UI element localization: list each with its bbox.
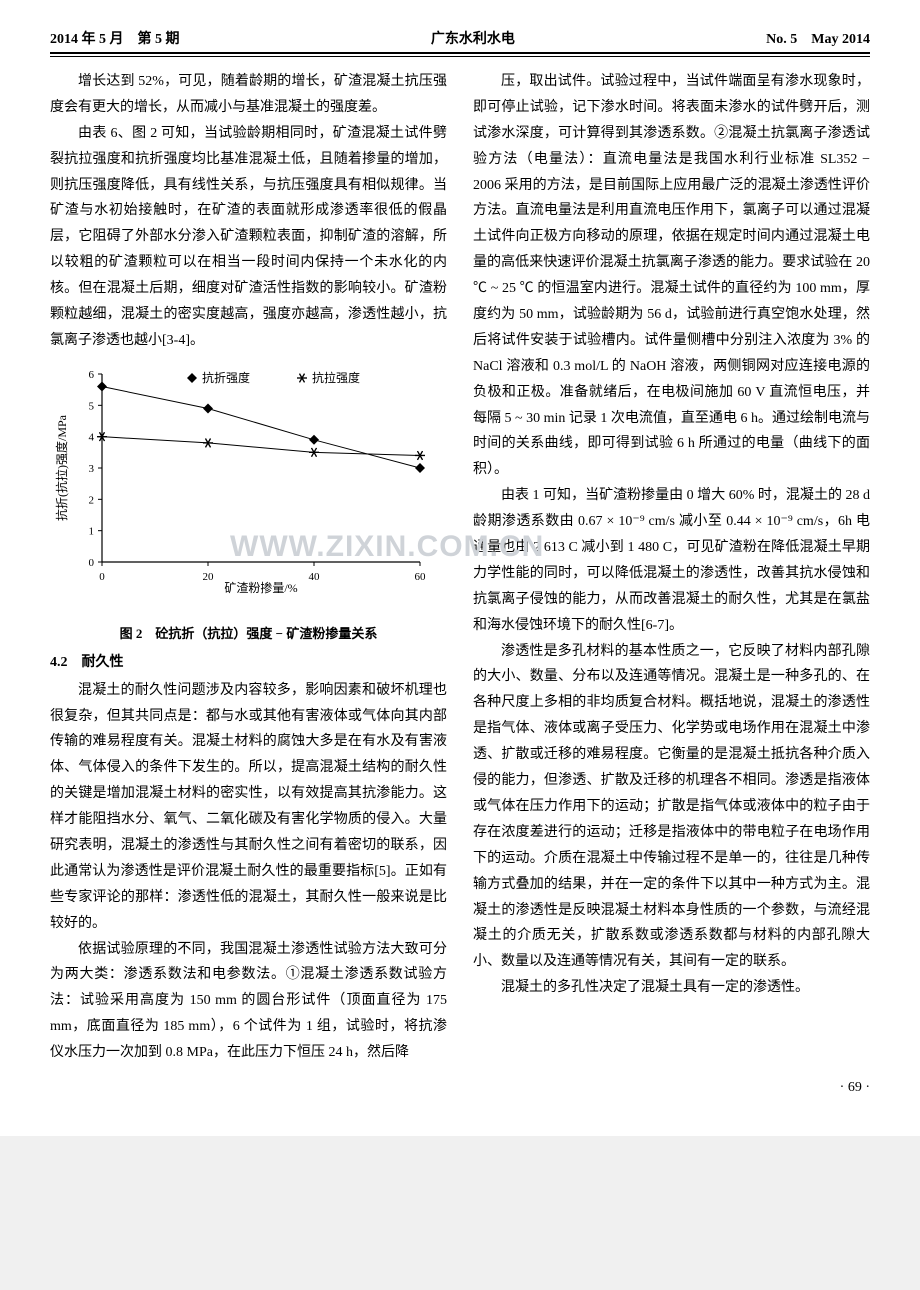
- svg-text:40: 40: [309, 571, 321, 583]
- para-8: 混凝土的多孔性决定了混凝土具有一定的渗透性。: [473, 975, 870, 1001]
- section-4-2-head: 4.2 耐久性: [50, 650, 447, 676]
- para-4: 依据试验原理的不同，我国混凝土渗透性试验方法大致可分为两大类：渗透系数法和电参数…: [50, 937, 447, 1066]
- para-7: 渗透性是多孔材料的基本性质之一，它反映了材料内部孔隙的大小、数量、分布以及连通等…: [473, 639, 870, 976]
- svg-text:抗折强度: 抗折强度: [202, 370, 250, 385]
- running-head: 2014 年 5 月 第 5 期 广东水利水电 No. 5 May 2014: [50, 28, 870, 54]
- para-5: 压，取出试件。试验过程中，当试件端面呈有渗水现象时，即可停止试验，记下渗水时间。…: [473, 69, 870, 483]
- svg-text:3: 3: [89, 463, 95, 475]
- head-right: No. 5 May 2014: [766, 28, 870, 48]
- figure-2: 01234560204060矿渣粉掺量/%抗折(抗拉)强度/MPa抗折强度抗拉强…: [50, 360, 447, 646]
- svg-text:20: 20: [203, 571, 215, 583]
- left-column: 增长达到 52%，可见，随着龄期的增长，矿渣混凝土抗压强度会有更大的增长，从而减…: [50, 69, 447, 1066]
- figure-2-svg: 01234560204060矿渣粉掺量/%抗折(抗拉)强度/MPa抗折强度抗拉强…: [50, 360, 430, 610]
- head-center: 广东水利水电: [431, 28, 515, 48]
- head-left: 2014 年 5 月 第 5 期: [50, 28, 180, 48]
- para-6: 由表 1 可知，当矿渣粉掺量由 0 增大 60% 时，混凝土的 28 d 龄期渗…: [473, 483, 870, 638]
- two-column-body: 增长达到 52%，可见，随着龄期的增长，矿渣混凝土抗压强度会有更大的增长，从而减…: [50, 69, 870, 1066]
- svg-text:2: 2: [89, 494, 95, 506]
- para-3: 混凝土的耐久性问题涉及内容较多，影响因素和破坏机理也很复杂，但其共同点是：都与水…: [50, 678, 447, 937]
- para-2: 由表 6、图 2 可知，当试验龄期相同时，矿渣混凝土试件劈裂抗拉强度和抗折强度均…: [50, 121, 447, 354]
- page-number: · 69 ·: [50, 1080, 870, 1096]
- svg-text:0: 0: [99, 571, 105, 583]
- svg-text:抗拉强度: 抗拉强度: [312, 370, 360, 385]
- para-1: 增长达到 52%，可见，随着龄期的增长，矿渣混凝土抗压强度会有更大的增长，从而减…: [50, 69, 447, 121]
- svg-text:5: 5: [89, 400, 95, 412]
- page-root: 2014 年 5 月 第 5 期 广东水利水电 No. 5 May 2014 W…: [0, 0, 920, 1136]
- svg-text:1: 1: [89, 525, 95, 537]
- svg-text:0: 0: [89, 557, 95, 569]
- svg-text:6: 6: [89, 369, 95, 381]
- svg-text:抗折(抗拉)强度/MPa: 抗折(抗拉)强度/MPa: [54, 414, 69, 521]
- svg-text:60: 60: [415, 571, 427, 583]
- svg-text:矿渣粉掺量/%: 矿渣粉掺量/%: [224, 580, 297, 595]
- head-rule: [50, 56, 870, 57]
- svg-text:4: 4: [89, 431, 95, 443]
- figure-2-caption: 图 2 砼抗折（抗拉）强度 − 矿渣粉掺量关系: [50, 622, 447, 646]
- right-column: 压，取出试件。试验过程中，当试件端面呈有渗水现象时，即可停止试验，记下渗水时间。…: [473, 69, 870, 1066]
